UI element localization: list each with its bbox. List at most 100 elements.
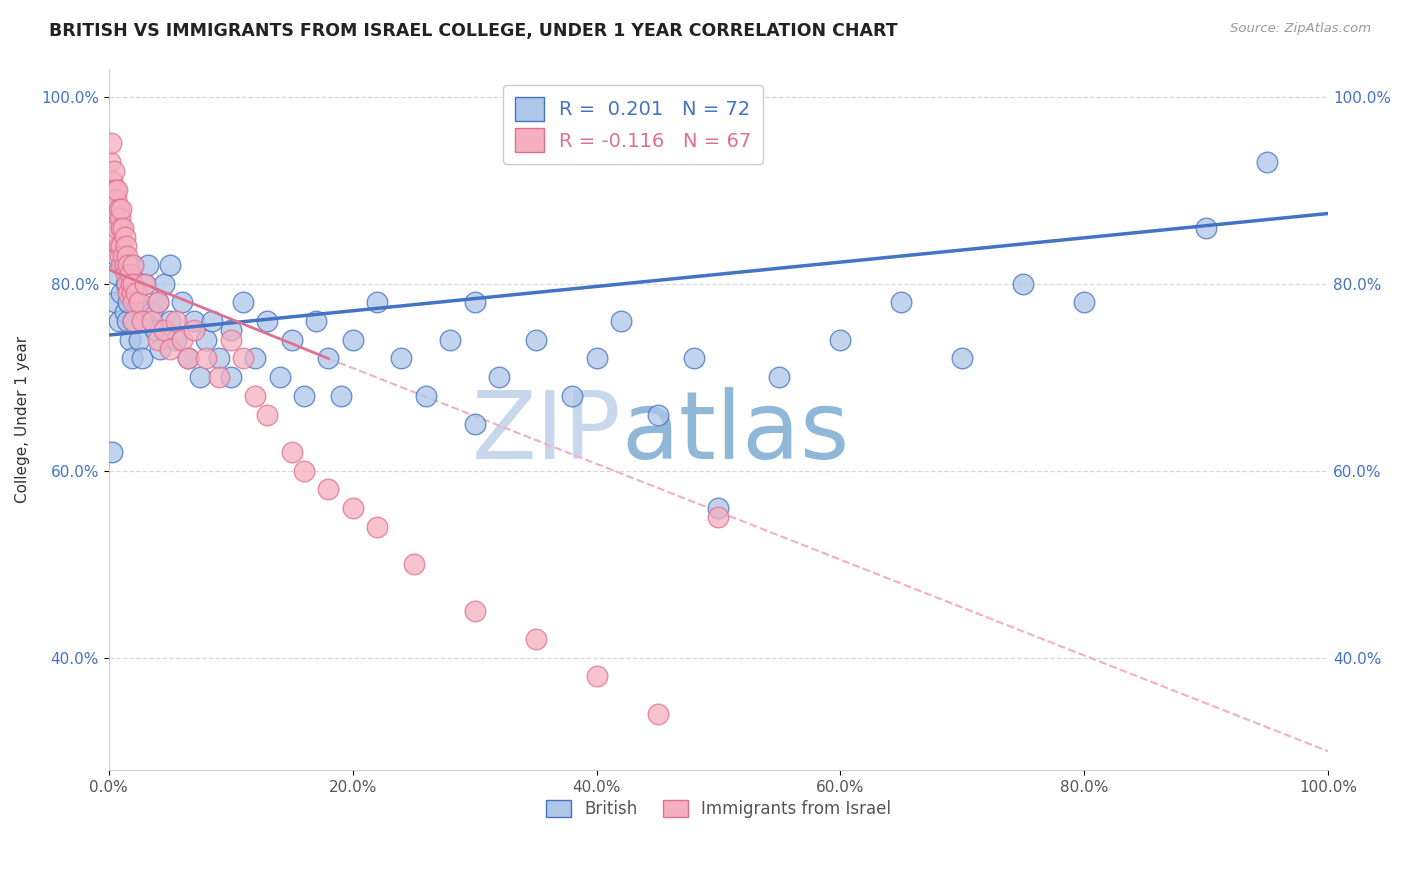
Point [122, 295, 145, 310]
Point [114, 230, 136, 244]
Point [830, 333, 852, 347]
Point [152, 323, 174, 337]
Point [121, 285, 143, 300]
Point [207, 351, 229, 366]
Point [98, 155, 121, 169]
Point [342, 501, 364, 516]
Point [104, 295, 127, 310]
Point [115, 267, 138, 281]
Point [122, 258, 145, 272]
Point [165, 333, 187, 347]
Point [112, 258, 135, 272]
Y-axis label: College, Under 1 year: College, Under 1 year [15, 335, 30, 503]
Point [122, 258, 145, 272]
Point [707, 510, 730, 524]
Point [134, 314, 156, 328]
Point [124, 285, 146, 300]
Text: BRITISH VS IMMIGRANTS FROM ISRAEL COLLEGE, UNDER 1 YEAR CORRELATION CHART: BRITISH VS IMMIGRANTS FROM ISRAEL COLLEG… [49, 22, 898, 40]
Point [146, 333, 169, 347]
Point [110, 285, 132, 300]
Point [110, 202, 132, 216]
Point [128, 333, 150, 347]
Point [1012, 277, 1035, 291]
Point [146, 295, 169, 310]
Point [219, 323, 242, 337]
Point [188, 370, 211, 384]
Point [177, 351, 200, 366]
Point [107, 239, 129, 253]
Point [439, 333, 461, 347]
Point [100, 136, 122, 151]
Point [402, 558, 425, 572]
Point [105, 249, 128, 263]
Point [159, 342, 181, 356]
Point [101, 174, 124, 188]
Point [280, 333, 302, 347]
Point [232, 351, 254, 366]
Point [647, 408, 669, 422]
Point [118, 267, 141, 281]
Point [141, 304, 163, 318]
Point [136, 258, 159, 272]
Point [121, 351, 143, 366]
Point [561, 389, 583, 403]
Point [207, 370, 229, 384]
Point [103, 211, 125, 226]
Point [124, 295, 146, 310]
Point [131, 314, 153, 328]
Point [524, 333, 547, 347]
Point [134, 277, 156, 291]
Point [152, 277, 174, 291]
Point [105, 183, 128, 197]
Point [146, 295, 169, 310]
Point [195, 351, 218, 366]
Point [464, 417, 486, 431]
Point [115, 277, 138, 291]
Point [219, 370, 242, 384]
Point [950, 351, 973, 366]
Point [1195, 220, 1218, 235]
Point [488, 370, 510, 384]
Point [610, 314, 633, 328]
Point [110, 220, 132, 235]
Point [170, 333, 193, 347]
Point [256, 314, 278, 328]
Point [201, 314, 224, 328]
Point [524, 632, 547, 646]
Point [292, 464, 315, 478]
Point [101, 193, 124, 207]
Point [292, 389, 315, 403]
Point [134, 277, 156, 291]
Point [131, 351, 153, 366]
Point [1073, 295, 1095, 310]
Point [107, 202, 129, 216]
Point [105, 220, 128, 235]
Point [232, 295, 254, 310]
Point [101, 445, 124, 459]
Point [177, 351, 200, 366]
Text: ZIP: ZIP [471, 387, 621, 479]
Point [114, 258, 136, 272]
Point [120, 277, 142, 291]
Point [269, 370, 291, 384]
Point [183, 323, 205, 337]
Point [105, 193, 128, 207]
Point [122, 277, 145, 291]
Point [159, 314, 181, 328]
Point [122, 314, 145, 328]
Point [243, 389, 266, 403]
Point [110, 239, 132, 253]
Point [366, 295, 388, 310]
Point [118, 333, 141, 347]
Point [305, 314, 328, 328]
Point [114, 304, 136, 318]
Point [1256, 155, 1278, 169]
Point [890, 295, 912, 310]
Point [342, 333, 364, 347]
Point [464, 604, 486, 618]
Point [117, 285, 139, 300]
Point [120, 277, 142, 291]
Point [105, 267, 128, 281]
Point [128, 295, 150, 310]
Point [170, 295, 193, 310]
